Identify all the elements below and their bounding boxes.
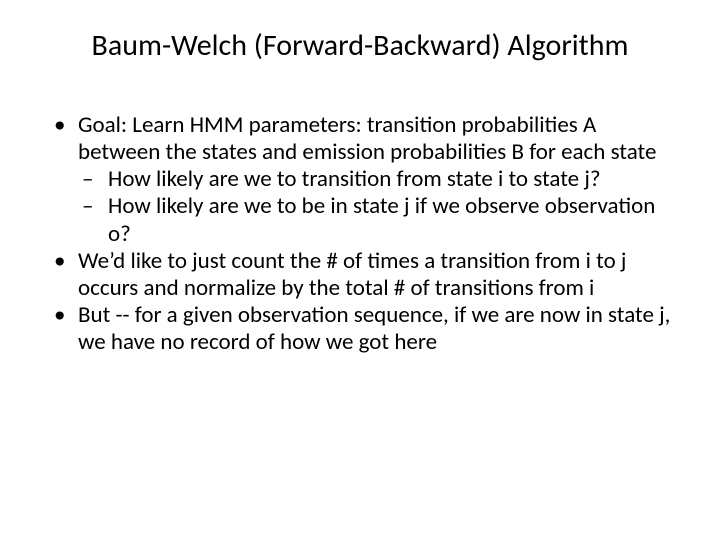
slide: Baum-Welch (Forward-Backward) Algorithm … [0, 0, 720, 540]
sub-bullet-item: How likely are we to be in state j if we… [78, 193, 672, 247]
bullet-text: Goal: Learn HMM parameters: transition p… [78, 111, 656, 166]
sub-bullet-list: How likely are we to transition from sta… [78, 166, 672, 247]
bullet-item: We’d like to just count the # of times a… [48, 248, 672, 302]
sub-bullet-text: How likely are we to transition from sta… [108, 165, 600, 193]
bullet-text: We’d like to just count the # of times a… [78, 247, 626, 302]
bullet-item: Goal: Learn HMM parameters: transition p… [48, 112, 672, 248]
bullet-text: But -- for a given observation sequence,… [78, 301, 670, 356]
sub-bullet-text: How likely are we to be in state j if we… [108, 192, 655, 247]
bullet-item: But -- for a given observation sequence,… [48, 302, 672, 356]
slide-title: Baum-Welch (Forward-Backward) Algorithm [48, 28, 672, 64]
bullet-list: Goal: Learn HMM parameters: transition p… [48, 112, 672, 356]
sub-bullet-item: How likely are we to transition from sta… [78, 166, 672, 193]
